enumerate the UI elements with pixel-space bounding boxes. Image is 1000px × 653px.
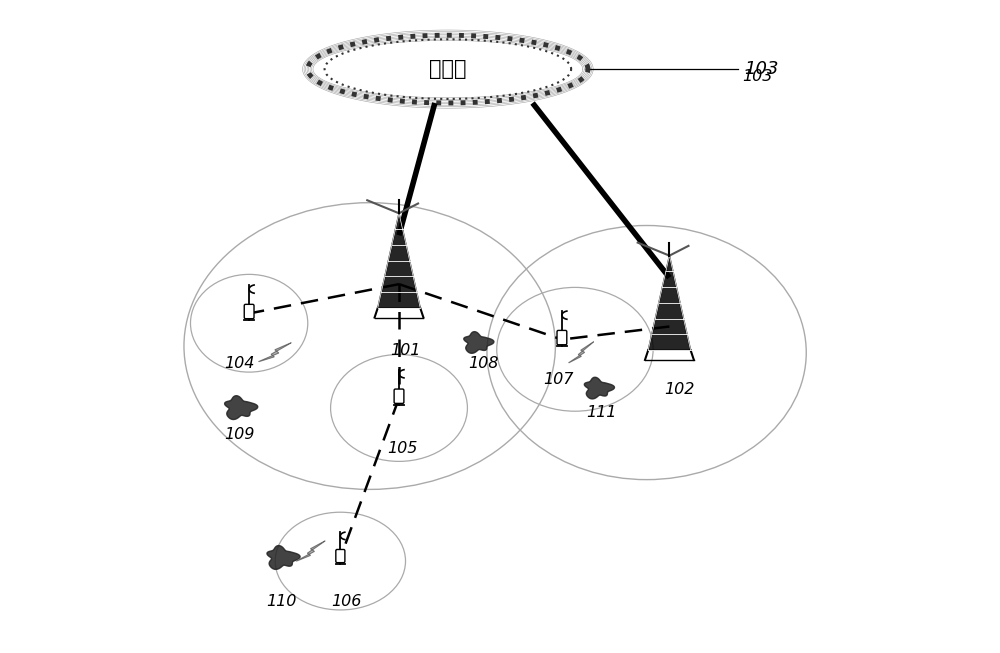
Polygon shape [259, 343, 291, 362]
Text: 106: 106 [332, 594, 362, 609]
Polygon shape [378, 214, 420, 308]
Polygon shape [648, 255, 691, 350]
Polygon shape [267, 545, 300, 569]
Text: 109: 109 [224, 428, 255, 443]
FancyBboxPatch shape [394, 389, 404, 404]
Text: 102: 102 [664, 382, 694, 397]
Text: 103: 103 [744, 60, 779, 78]
Polygon shape [584, 377, 614, 399]
Polygon shape [296, 541, 325, 561]
Text: 核心网: 核心网 [429, 59, 467, 79]
Polygon shape [569, 342, 593, 363]
Text: 108: 108 [469, 356, 499, 371]
Text: 111: 111 [586, 405, 616, 420]
FancyBboxPatch shape [557, 330, 567, 345]
Text: 110: 110 [267, 594, 297, 609]
Text: 101: 101 [390, 343, 421, 358]
Text: 104: 104 [224, 356, 255, 371]
FancyBboxPatch shape [244, 304, 254, 319]
Polygon shape [464, 332, 494, 353]
Text: 107: 107 [543, 372, 574, 387]
Polygon shape [308, 35, 588, 103]
Text: 103: 103 [742, 69, 773, 84]
Polygon shape [225, 396, 258, 419]
Text: 105: 105 [387, 441, 417, 456]
FancyBboxPatch shape [336, 549, 345, 563]
